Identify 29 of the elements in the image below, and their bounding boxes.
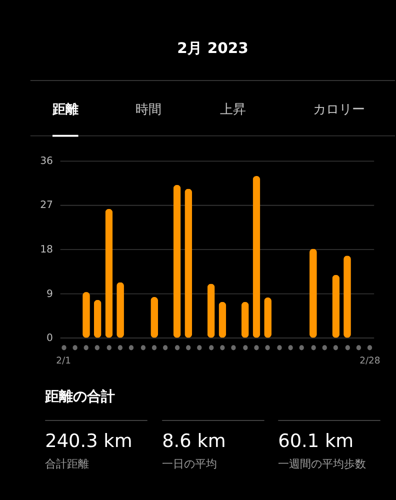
text: 合計距離 (45, 457, 90, 470)
bar (150, 296, 158, 338)
bar (94, 300, 102, 338)
bar (252, 176, 260, 338)
text: 2月 2023 (177, 40, 248, 57)
text: 8.6 km (162, 431, 226, 452)
bar (241, 302, 249, 338)
y-tick-label: 27 (40, 200, 53, 212)
text: 距離 (51, 102, 78, 118)
bar (173, 184, 181, 338)
bar (207, 284, 215, 338)
text: 時間 (135, 102, 162, 118)
text: 上昇 (220, 102, 246, 118)
text: 距離の合計 (44, 389, 116, 406)
x-tick-label: 2/1 (56, 356, 71, 367)
y-tick-label: 0 (46, 333, 53, 344)
text: カロリー (312, 102, 365, 118)
text: 一日の平均 (162, 457, 218, 470)
bar (218, 302, 226, 338)
bar (105, 208, 113, 338)
y-tick-label: 9 (46, 288, 53, 300)
x-tick-label: 2/28 (360, 356, 380, 367)
y-tick-label: 18 (40, 244, 53, 256)
text: 60.1 km (278, 431, 354, 452)
text: 240.3 km (45, 431, 132, 452)
bar (332, 274, 340, 338)
bar (184, 188, 192, 338)
y-tick-label: 36 (40, 156, 53, 167)
text: 一週間の平均歩数 (278, 457, 366, 470)
